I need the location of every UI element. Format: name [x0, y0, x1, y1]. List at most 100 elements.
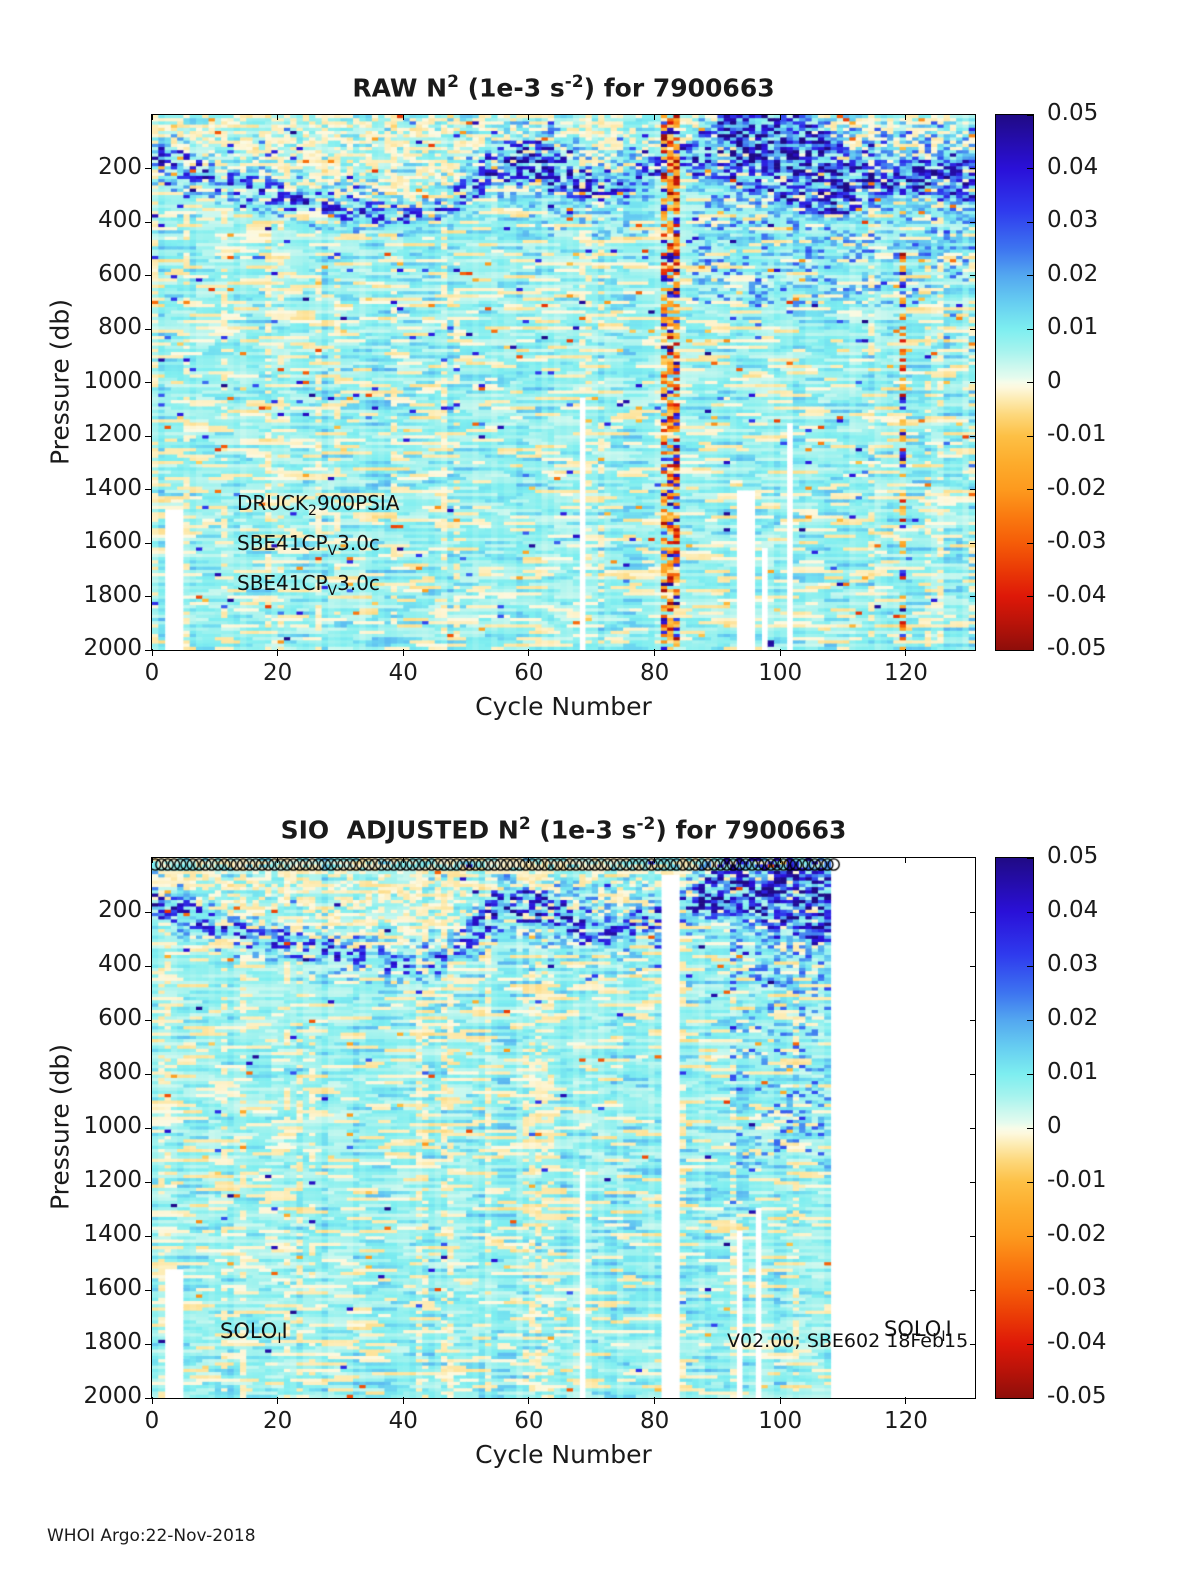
x-tick-mark-top	[654, 858, 656, 863]
x-tick-mark-top	[402, 115, 404, 120]
y-tick-label: 1000	[83, 1113, 142, 1139]
x-tick-label: 60	[514, 1408, 544, 1434]
y-tick-label: 600	[98, 260, 142, 287]
colorbar-tick-label: 0	[1047, 1113, 1062, 1139]
y-tick-mark	[145, 1235, 152, 1237]
y-tick-mark	[145, 328, 152, 330]
annotation-text: SBE41CP	[237, 571, 328, 595]
y-tick-label: 2000	[83, 635, 142, 661]
annotation-subscript: I	[941, 1329, 946, 1346]
title-text: SIO ADJUSTED N	[280, 815, 519, 845]
x-tick-label: 80	[639, 1408, 670, 1434]
y-tick-mark-right	[970, 596, 975, 597]
title-superscript: 2	[447, 72, 459, 92]
title-superscript: 2	[518, 814, 531, 834]
colorbar-tick-mark	[1027, 1127, 1033, 1129]
colorbar-tick-label: -0.02	[1047, 1221, 1107, 1247]
title-text: ) for 7900663	[655, 815, 847, 845]
y-tick-mark-right	[970, 1397, 975, 1399]
adjusted-plot-area	[151, 857, 976, 1399]
colorbar-tick-label: 0.04	[1047, 897, 1099, 923]
colorbar-tick-mark	[1027, 1073, 1033, 1075]
colorbar-tick-mark	[1027, 1181, 1033, 1183]
y-tick-mark-right	[970, 649, 975, 651]
y-tick-mark	[145, 1397, 152, 1399]
y-tick-label: 2000	[83, 1383, 142, 1409]
colorbar-tick-label: -0.05	[1047, 1383, 1107, 1409]
colorbar-tick-label: -0.05	[1047, 635, 1107, 661]
x-tick-mark	[654, 649, 656, 656]
annotation-float-type-right: SOLOII	[884, 1317, 952, 1345]
y-tick-label: 1600	[83, 1275, 142, 1301]
y-tick-mark-right	[970, 1181, 975, 1183]
colorbar-tick-label: 0.01	[1047, 314, 1099, 340]
colorbar-tick-label: -0.03	[1047, 528, 1107, 554]
y-tick-mark-right	[970, 382, 975, 383]
colorbar-tick-mark	[1027, 221, 1033, 223]
x-tick-mark	[779, 1397, 781, 1404]
colorbar-tick-mark	[1027, 1397, 1033, 1399]
raw-plot-area	[151, 114, 976, 651]
colorbar-tick-mark	[1027, 965, 1033, 967]
x-tick-mark	[402, 649, 404, 656]
annotation-version: V02.00; SBE602 18Feb15	[727, 1330, 969, 1352]
y-tick-mark	[145, 1343, 152, 1345]
y-tick-label: 800	[98, 1059, 142, 1085]
x-tick-label: 120	[883, 660, 928, 686]
y-tick-mark	[145, 1127, 152, 1129]
y-tick-mark	[145, 1073, 152, 1075]
colorbar-tick-mark	[1027, 1289, 1033, 1291]
y-tick-label: 1200	[83, 1167, 142, 1193]
colorbar-tick-label: -0.01	[1047, 421, 1107, 447]
x-tick-mark	[528, 649, 530, 656]
colorbar-tick-mark	[1027, 857, 1033, 859]
colorbar-tick-label: -0.04	[1047, 581, 1107, 608]
annotation-subscript: V	[327, 583, 338, 599]
x-tick-label: 20	[263, 1408, 293, 1434]
colorbar-tick-mark	[1027, 435, 1033, 437]
annotation-pressure-sensor: DRUCK2900PSIA	[237, 491, 399, 519]
colorbar-tick-mark	[1027, 275, 1033, 276]
annotation-subscript: 2	[308, 503, 317, 519]
x-tick-mark-top	[779, 858, 781, 863]
x-tick-mark	[654, 1397, 656, 1404]
y-tick-mark	[145, 1181, 152, 1183]
y-tick-mark-right	[970, 489, 975, 490]
colorbar-tick-label: 0.04	[1047, 153, 1099, 180]
x-tick-mark	[905, 649, 907, 656]
adjusted-x-axis-label: Cycle Number	[475, 1440, 652, 1469]
y-tick-mark-right	[970, 1127, 975, 1129]
colorbar-tick-mark	[1027, 168, 1033, 169]
colorbar-tick-label: -0.03	[1047, 1275, 1107, 1301]
colorbar-tick-mark	[1027, 1343, 1033, 1345]
colorbar-tick-mark	[1027, 114, 1033, 116]
annotation-subscript: V	[327, 543, 338, 559]
x-tick-label: 80	[639, 660, 670, 686]
annotation-text: DRUCK	[237, 491, 309, 515]
x-tick-label: 40	[388, 1408, 418, 1434]
x-tick-mark-top	[151, 115, 153, 120]
colorbar-tick-mark	[1027, 1019, 1033, 1021]
y-tick-mark-right	[970, 1073, 975, 1075]
x-tick-mark	[277, 1397, 279, 1404]
x-tick-mark	[402, 1397, 404, 1404]
x-tick-mark	[277, 649, 279, 656]
y-tick-mark	[145, 489, 152, 490]
y-tick-mark-right	[970, 1289, 975, 1291]
colorbar-tick-label: -0.01	[1047, 1167, 1107, 1193]
x-tick-mark	[779, 649, 781, 656]
y-tick-label: 1800	[83, 1329, 142, 1355]
annotation-text: 900PSIA	[316, 491, 400, 515]
colorbar-tick-label: 0.05	[1047, 843, 1099, 869]
x-tick-mark-top	[151, 858, 153, 863]
title-superscript: -2	[636, 814, 656, 834]
y-tick-label: 400	[98, 951, 142, 977]
adjusted-heatmap-canvas	[152, 858, 975, 1398]
y-tick-mark-right	[970, 542, 975, 544]
x-tick-mark-top	[277, 858, 279, 863]
y-tick-mark	[145, 649, 152, 651]
y-tick-label: 1400	[83, 1221, 142, 1247]
y-tick-mark	[145, 435, 152, 437]
colorbar-tick-mark	[1027, 1235, 1033, 1237]
